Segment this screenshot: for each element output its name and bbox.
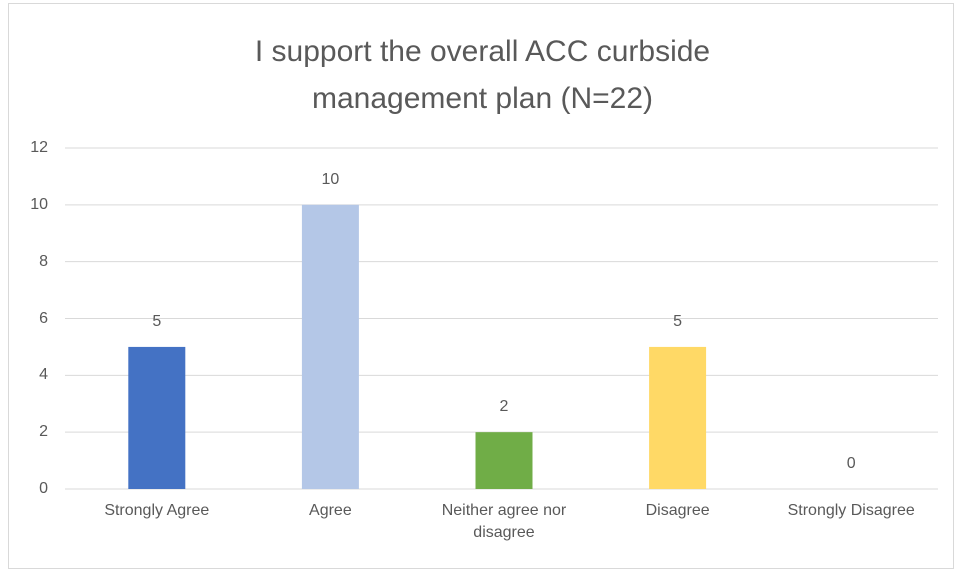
y-tick-label: 10 <box>30 195 48 213</box>
bar <box>301 204 359 490</box>
y-tick-label: 8 <box>39 252 48 270</box>
y-tick-label: 2 <box>39 423 48 441</box>
data-label: 5 <box>673 312 683 330</box>
data-label: 2 <box>499 398 509 416</box>
y-tick-label: 0 <box>39 480 48 497</box>
y-tick-label: 4 <box>39 366 48 384</box>
x-tick-label: Strongly Disagree <box>787 502 915 519</box>
chart-frame <box>8 3 954 569</box>
y-tick-label: 12 <box>30 139 48 156</box>
bar <box>475 432 533 489</box>
data-label: 0 <box>846 455 856 472</box>
bar <box>649 346 707 489</box>
chart-title: I support the overall ACC curbside manag… <box>254 35 711 115</box>
x-tick-label: Disagree <box>645 502 710 519</box>
data-label: 5 <box>152 312 162 330</box>
y-tick-label: 6 <box>39 309 48 327</box>
x-tick-label: Strongly Agree <box>104 502 210 519</box>
x-tick-label: Neither agree nor disagree <box>441 502 567 541</box>
x-tick-label: Agree <box>309 502 352 519</box>
data-label: 10 <box>321 170 340 188</box>
bar <box>128 346 186 489</box>
